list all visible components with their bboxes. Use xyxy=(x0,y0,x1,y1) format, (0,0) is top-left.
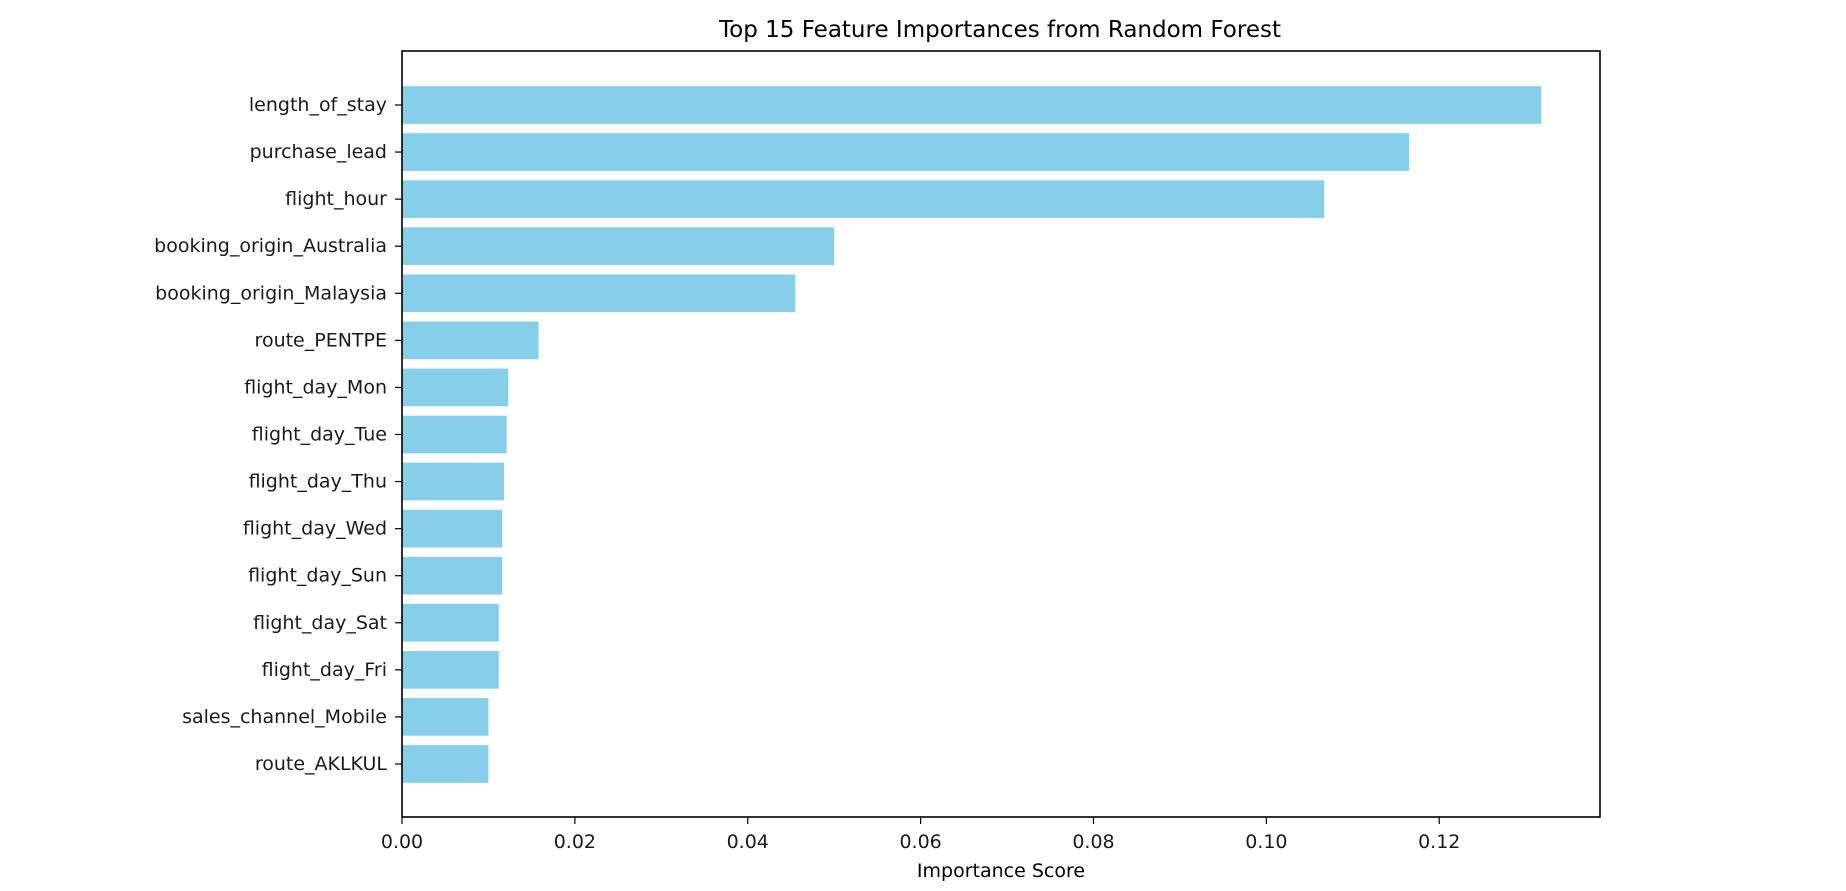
bar-flight_day_Mon xyxy=(402,368,509,407)
bar-sales_channel_Mobile xyxy=(402,698,489,736)
x-tick-label: 0.08 xyxy=(1072,831,1114,853)
bar-length_of_stay xyxy=(402,86,1542,124)
plot-frame xyxy=(401,50,1601,818)
bar-flight_day_Thu xyxy=(402,462,504,501)
x-tick-label: 0.06 xyxy=(899,831,941,853)
y-tick-label: length_of_stay xyxy=(249,94,387,116)
x-tick-label: 0.12 xyxy=(1418,831,1460,853)
bar-booking_origin_Australia xyxy=(402,227,835,266)
x-tick-label: 0.10 xyxy=(1245,831,1287,853)
y-tick-label: flight_day_Sun xyxy=(248,565,387,587)
x-tick-label: 0.00 xyxy=(381,831,423,853)
y-tick-label: flight_day_Fri xyxy=(262,659,387,681)
bar-flight_day_Tue xyxy=(402,415,507,454)
y-tick-label: booking_origin_Australia xyxy=(154,235,387,257)
bar-flight_day_Sat xyxy=(402,603,499,642)
y-tick-label: flight_day_Thu xyxy=(249,471,387,493)
y-axis-ticks: length_of_stay purchase_lead flight_hourbo… xyxy=(154,94,402,775)
bar-route_AKLKUL xyxy=(402,745,489,783)
y-tick-label: booking_origin_Malaysia xyxy=(155,282,387,304)
x-axis-ticks: 0.00 0.02 0.04 0.06 0.08 0.10 0.12 xyxy=(381,817,1460,853)
x-tick-label: 0.02 xyxy=(554,831,596,853)
bar-flight_day_Wed xyxy=(402,509,503,548)
x-tick-label: 0.04 xyxy=(727,831,769,853)
x-axis-label: Importance Score xyxy=(917,860,1085,882)
y-tick-label: flight_day_Wed xyxy=(243,518,387,540)
y-tick-label: purchase_lead xyxy=(250,141,387,163)
y-tick-label: flight_day_Tue xyxy=(252,424,387,446)
bar-route_PENTPE xyxy=(402,321,539,360)
y-tick-label: flight_day_Sat xyxy=(253,612,387,634)
bar-flight_day_Fri xyxy=(402,651,499,689)
bar-flight_day_Sun xyxy=(402,556,503,595)
y-tick-label: flight_day_Mon xyxy=(244,376,387,398)
bar-purchase_lead xyxy=(402,133,1409,171)
bar-flight_hour xyxy=(402,180,1325,218)
chart-title: Top 15 Feature Importances from Random F… xyxy=(718,17,1281,43)
bars-layer xyxy=(402,86,1542,783)
y-tick-label: sales_channel_Mobile xyxy=(182,706,387,728)
y-tick-label: flight_hour xyxy=(285,188,387,210)
y-tick-label: route_AKLKUL xyxy=(255,753,388,775)
y-tick-label: route_PENTPE xyxy=(255,329,387,351)
bar-booking_origin_Malaysia xyxy=(402,274,796,313)
